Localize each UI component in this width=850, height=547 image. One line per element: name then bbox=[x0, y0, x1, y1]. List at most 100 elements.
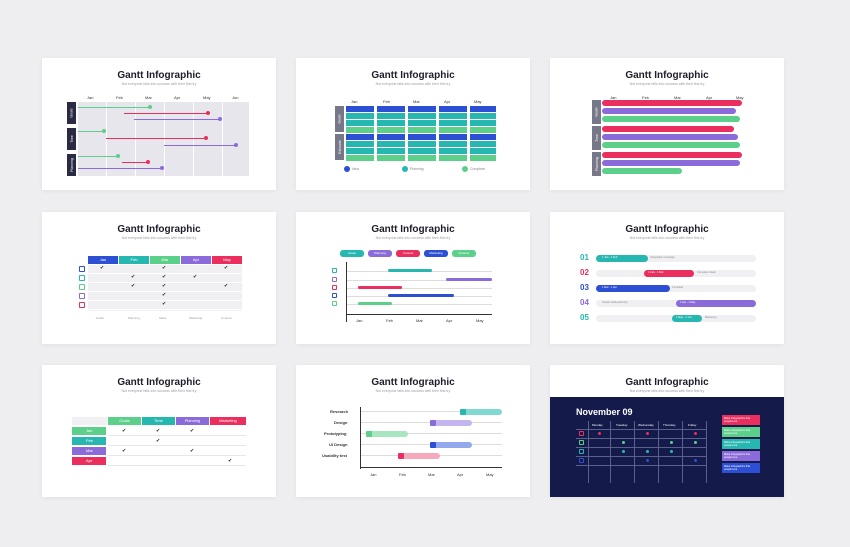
grid-line bbox=[576, 447, 706, 448]
grid-line bbox=[634, 421, 635, 483]
milestone-dot bbox=[204, 136, 208, 140]
month-label: Apr bbox=[444, 99, 451, 104]
day-label: Thursday bbox=[663, 423, 676, 427]
step-number: 05 bbox=[580, 313, 589, 322]
grid-line bbox=[706, 421, 707, 483]
row-icon bbox=[332, 293, 337, 298]
group-badge: Planning bbox=[67, 154, 76, 176]
check-mark: ✔ bbox=[122, 448, 127, 454]
month-header: Jan bbox=[88, 256, 118, 264]
calendar-date: November 09 bbox=[576, 407, 633, 417]
month-label: Jan bbox=[356, 318, 363, 323]
slide-gantt-checklist[interactable]: Gantt Infographic Not everyone falls int… bbox=[42, 212, 276, 344]
milestone-dot bbox=[116, 154, 120, 158]
timeline-bar bbox=[78, 168, 162, 169]
group-badge: Goals bbox=[67, 102, 76, 124]
slide-gantt-calendar[interactable]: Gantt Infographic Not everyone falls int… bbox=[550, 365, 784, 497]
day-label: Tuesday bbox=[616, 423, 628, 427]
slide-gantt-tasks[interactable]: Gantt Infographic Not everyone falls int… bbox=[296, 365, 530, 497]
tag-pill[interactable]: Content bbox=[396, 250, 420, 257]
step-number: 01 bbox=[580, 253, 589, 262]
month-header: Mar bbox=[150, 256, 180, 264]
month-label: Mar bbox=[416, 318, 423, 323]
tag-pill[interactable]: Marketing bbox=[424, 250, 448, 257]
month-header: May bbox=[212, 256, 242, 264]
task-icon bbox=[398, 453, 404, 459]
timeline-bar bbox=[134, 119, 220, 120]
day-label: Monday bbox=[592, 423, 603, 427]
group-badge: Planning bbox=[592, 152, 601, 176]
task-note: Marketing bbox=[705, 316, 717, 319]
check-mark: ✔ bbox=[162, 274, 167, 280]
column-header: Planning bbox=[176, 417, 209, 425]
gridline bbox=[361, 433, 502, 434]
check-mark: ✔ bbox=[131, 274, 136, 280]
grid-line bbox=[658, 421, 659, 483]
group-badge: Time bbox=[592, 126, 601, 150]
task-icon bbox=[460, 409, 466, 415]
grid-line bbox=[576, 465, 706, 466]
row-icon bbox=[332, 268, 337, 273]
grid-line bbox=[576, 456, 706, 457]
task-bar bbox=[602, 134, 738, 140]
group-badge: Goals bbox=[592, 100, 601, 124]
legend-label: Content bbox=[221, 316, 232, 320]
step-number: 02 bbox=[580, 268, 589, 277]
tag-pill[interactable]: Finance bbox=[452, 250, 476, 257]
grid-line bbox=[682, 421, 683, 483]
task-bar bbox=[388, 294, 454, 297]
task-note: Social media planning bbox=[602, 301, 628, 304]
x-axis bbox=[360, 467, 502, 468]
slide-gantt-timeline[interactable]: Gantt Infographic Not everyone falls int… bbox=[42, 58, 276, 190]
month-header: Apr bbox=[181, 256, 211, 264]
grid-line bbox=[610, 421, 611, 483]
check-mark: ✔ bbox=[162, 301, 167, 307]
check-mark: ✔ bbox=[162, 292, 167, 298]
legend-label: Ideas bbox=[159, 316, 167, 320]
ideas-icon bbox=[79, 284, 85, 290]
check-mark: ✔ bbox=[193, 274, 198, 280]
tag-pill[interactable]: Goals bbox=[340, 250, 364, 257]
task-bar bbox=[446, 278, 492, 281]
tag-pill[interactable]: Planning bbox=[368, 250, 392, 257]
task-icon bbox=[430, 420, 436, 426]
check-mark: ✔ bbox=[122, 428, 127, 434]
x-axis bbox=[346, 314, 492, 315]
month-label: Jan bbox=[351, 99, 358, 104]
month-label: Feb bbox=[386, 318, 393, 323]
task-bar bbox=[602, 108, 736, 114]
check-mark: ✔ bbox=[131, 283, 136, 289]
status-grid bbox=[346, 106, 496, 161]
progress-bar bbox=[676, 300, 756, 307]
month-label: May bbox=[476, 318, 484, 323]
task-bar bbox=[602, 160, 740, 166]
month-label: Feb bbox=[383, 99, 390, 104]
row-header: Mar bbox=[72, 447, 106, 455]
row-icon bbox=[579, 440, 584, 445]
progress-bar bbox=[672, 315, 702, 322]
slide-gantt-status-grid[interactable]: Gantt Infographic Not everyone falls int… bbox=[296, 58, 530, 190]
slide-gantt-matrix[interactable]: Gantt Infographic Not everyone falls int… bbox=[42, 365, 276, 497]
month-label: Mar bbox=[428, 472, 435, 477]
slide-gantt-long-bars[interactable]: Gantt Infographic Not everyone falls int… bbox=[550, 58, 784, 190]
slide-gantt-axis-bars[interactable]: Gantt Infographic Not everyone falls int… bbox=[296, 212, 530, 344]
timeline-bar bbox=[122, 162, 148, 163]
task-bar bbox=[602, 168, 682, 174]
corner-cell bbox=[72, 417, 107, 425]
month-label: Mar bbox=[145, 95, 152, 100]
task-icon bbox=[430, 442, 436, 448]
slide-subtitle: Not everyone falls into success with the… bbox=[121, 236, 197, 240]
month-label: May bbox=[474, 99, 482, 104]
timeline-bar bbox=[124, 113, 208, 114]
task-note: Complete Goals bbox=[697, 271, 716, 274]
slide-gantt-numbered[interactable]: Gantt Infographic Not everyone falls int… bbox=[550, 212, 784, 344]
month-label: Mar bbox=[674, 95, 681, 100]
slide-subtitle: Not everyone falls into success with the… bbox=[375, 82, 451, 86]
milestone-dot bbox=[102, 129, 106, 133]
row-header: Feb bbox=[72, 437, 106, 445]
range-label: 1 Jan - 1 Feb bbox=[602, 256, 618, 259]
slide-subtitle: Not everyone falls into success with the… bbox=[629, 236, 705, 240]
task-label: Usability test bbox=[322, 453, 347, 458]
task-label: Research bbox=[330, 409, 349, 414]
month-label: Feb bbox=[116, 95, 123, 100]
